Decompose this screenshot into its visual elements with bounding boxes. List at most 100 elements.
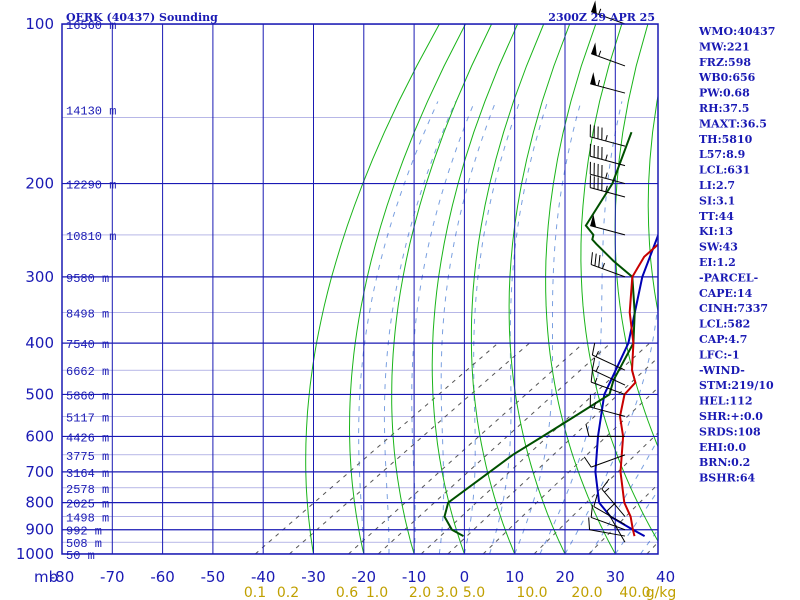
moist-adiabat bbox=[539, 101, 623, 554]
index-entry: RH:37.5 bbox=[699, 102, 749, 115]
mixing-ratio-label: 5.0 bbox=[463, 585, 485, 600]
index-entry: FRZ:598 bbox=[699, 56, 751, 69]
index-label: HEL bbox=[699, 395, 726, 408]
wind-barb-staff bbox=[590, 136, 626, 147]
wind-barb-half-feather bbox=[601, 262, 605, 269]
temp-tick-label: -60 bbox=[150, 568, 175, 586]
temperature-trace bbox=[618, 243, 658, 537]
index-entry: LCL:631 bbox=[699, 164, 750, 177]
pressure-tick-label: 600 bbox=[25, 427, 54, 445]
index-value: 0.0 bbox=[727, 441, 746, 454]
mixing-ratio-label: 2.0 bbox=[409, 585, 431, 600]
index-entry: SRDS:108 bbox=[699, 425, 761, 438]
index-separator: : bbox=[727, 456, 731, 469]
wind-barb-staff bbox=[590, 155, 626, 167]
index-value: 112 bbox=[730, 395, 753, 408]
index-separator: : bbox=[733, 302, 737, 315]
wind-barb-feather bbox=[588, 517, 591, 530]
moist-adiabat bbox=[383, 101, 456, 554]
index-value: 5810 bbox=[722, 133, 753, 146]
moist-adiabat bbox=[411, 101, 476, 554]
moist-adiabat bbox=[438, 101, 497, 554]
index-separator: : bbox=[714, 225, 718, 238]
index-label: LI bbox=[699, 179, 712, 192]
temp-tick-label: -50 bbox=[201, 568, 226, 586]
index-entry: BSHR:64 bbox=[699, 472, 755, 485]
index-entry: EI:1.2 bbox=[699, 256, 736, 269]
pressure-tick-label: 200 bbox=[25, 175, 54, 193]
index-label: SRDS bbox=[699, 425, 734, 438]
index-value: 64 bbox=[740, 472, 756, 485]
height-label: 1498 m bbox=[66, 512, 109, 526]
index-label: TT bbox=[699, 210, 716, 223]
index-separator: : bbox=[713, 256, 717, 269]
mixing-ratio-label: 0.1 bbox=[244, 585, 266, 600]
wind-barb-feather bbox=[593, 494, 598, 507]
height-label: 5117 m bbox=[66, 411, 109, 425]
wind-barb-half-feather bbox=[594, 377, 598, 384]
wind-barb-feather bbox=[590, 252, 593, 265]
wind-barb-feather bbox=[591, 357, 596, 370]
index-value: 631 bbox=[727, 164, 750, 177]
pressure-tick-label: 900 bbox=[25, 521, 54, 539]
index-label: EI bbox=[699, 256, 713, 269]
height-label: 7540 m bbox=[66, 338, 109, 352]
index-value: 0.2 bbox=[731, 456, 750, 469]
wind-barb bbox=[590, 72, 626, 94]
index-separator: : bbox=[723, 348, 727, 361]
valid-time: 2300Z 29 APR 25 bbox=[548, 11, 655, 24]
moist-adiabat bbox=[564, 297, 658, 554]
mixing-ratio-label: 40.0 bbox=[619, 585, 650, 600]
pressure-tick-label: 800 bbox=[25, 494, 54, 512]
height-label: 6662 m bbox=[66, 365, 109, 379]
mixing-ratio-label: 10.0 bbox=[516, 585, 547, 600]
dry-adiabat bbox=[305, 24, 440, 554]
index-entry: STM:219/10 bbox=[699, 379, 774, 392]
index-entry: WB0:656 bbox=[698, 71, 756, 84]
index-value: 598 bbox=[728, 56, 751, 69]
index-entry: BRN:0.2 bbox=[699, 456, 750, 469]
wind-barb-feather bbox=[598, 254, 601, 268]
index-label: LCL bbox=[699, 164, 723, 177]
pressure-tick-label: 500 bbox=[25, 385, 54, 403]
index-entry: HEL:112 bbox=[699, 395, 753, 408]
mixing-ratio-label: 3.0 bbox=[436, 585, 458, 600]
index-value: 2.7 bbox=[716, 179, 735, 192]
index-value: 3.1 bbox=[716, 194, 735, 207]
index-separator: : bbox=[712, 179, 716, 192]
wind-barb bbox=[591, 342, 626, 371]
index-separator: : bbox=[723, 40, 727, 53]
index-separator: : bbox=[728, 71, 732, 84]
wind-barb-half-feather bbox=[593, 402, 597, 409]
temp-tick-label: -30 bbox=[301, 568, 326, 586]
index-label: MW bbox=[699, 40, 724, 53]
wind-barb bbox=[590, 505, 626, 531]
wind-barb-staff bbox=[591, 381, 626, 395]
height-label: 9580 m bbox=[66, 272, 109, 286]
wind-barb bbox=[590, 369, 626, 395]
index-entry: MW:221 bbox=[699, 40, 750, 53]
moist-adiabat bbox=[463, 101, 521, 554]
index-separator: : bbox=[727, 379, 731, 392]
index-entry: CAPE:14 bbox=[699, 287, 753, 300]
wind-barb bbox=[591, 42, 626, 67]
index-separator: : bbox=[719, 102, 723, 115]
index-value: 108 bbox=[738, 425, 761, 438]
index-separator: : bbox=[736, 472, 740, 485]
index-entry: WMO:40437 bbox=[698, 25, 775, 38]
height-label: 16560 m bbox=[66, 19, 116, 33]
wind-barb bbox=[601, 478, 626, 517]
index-value: 36.5 bbox=[740, 117, 767, 130]
wind-barb-staff bbox=[591, 454, 626, 468]
index-separator: : bbox=[723, 441, 727, 454]
wind-barb-staff bbox=[590, 173, 626, 185]
wind-barb-staff bbox=[601, 488, 626, 517]
wind-barb-feather bbox=[606, 502, 617, 512]
height-label: 3164 m bbox=[66, 467, 109, 481]
wind-barb-feather bbox=[591, 342, 596, 356]
mixing-ratio-line bbox=[447, 356, 658, 554]
wind-barb-half-feather bbox=[598, 8, 602, 15]
index-entry: -PARCEL- bbox=[699, 271, 758, 284]
index-label: WB0 bbox=[698, 71, 729, 84]
wind-barb bbox=[591, 357, 626, 386]
